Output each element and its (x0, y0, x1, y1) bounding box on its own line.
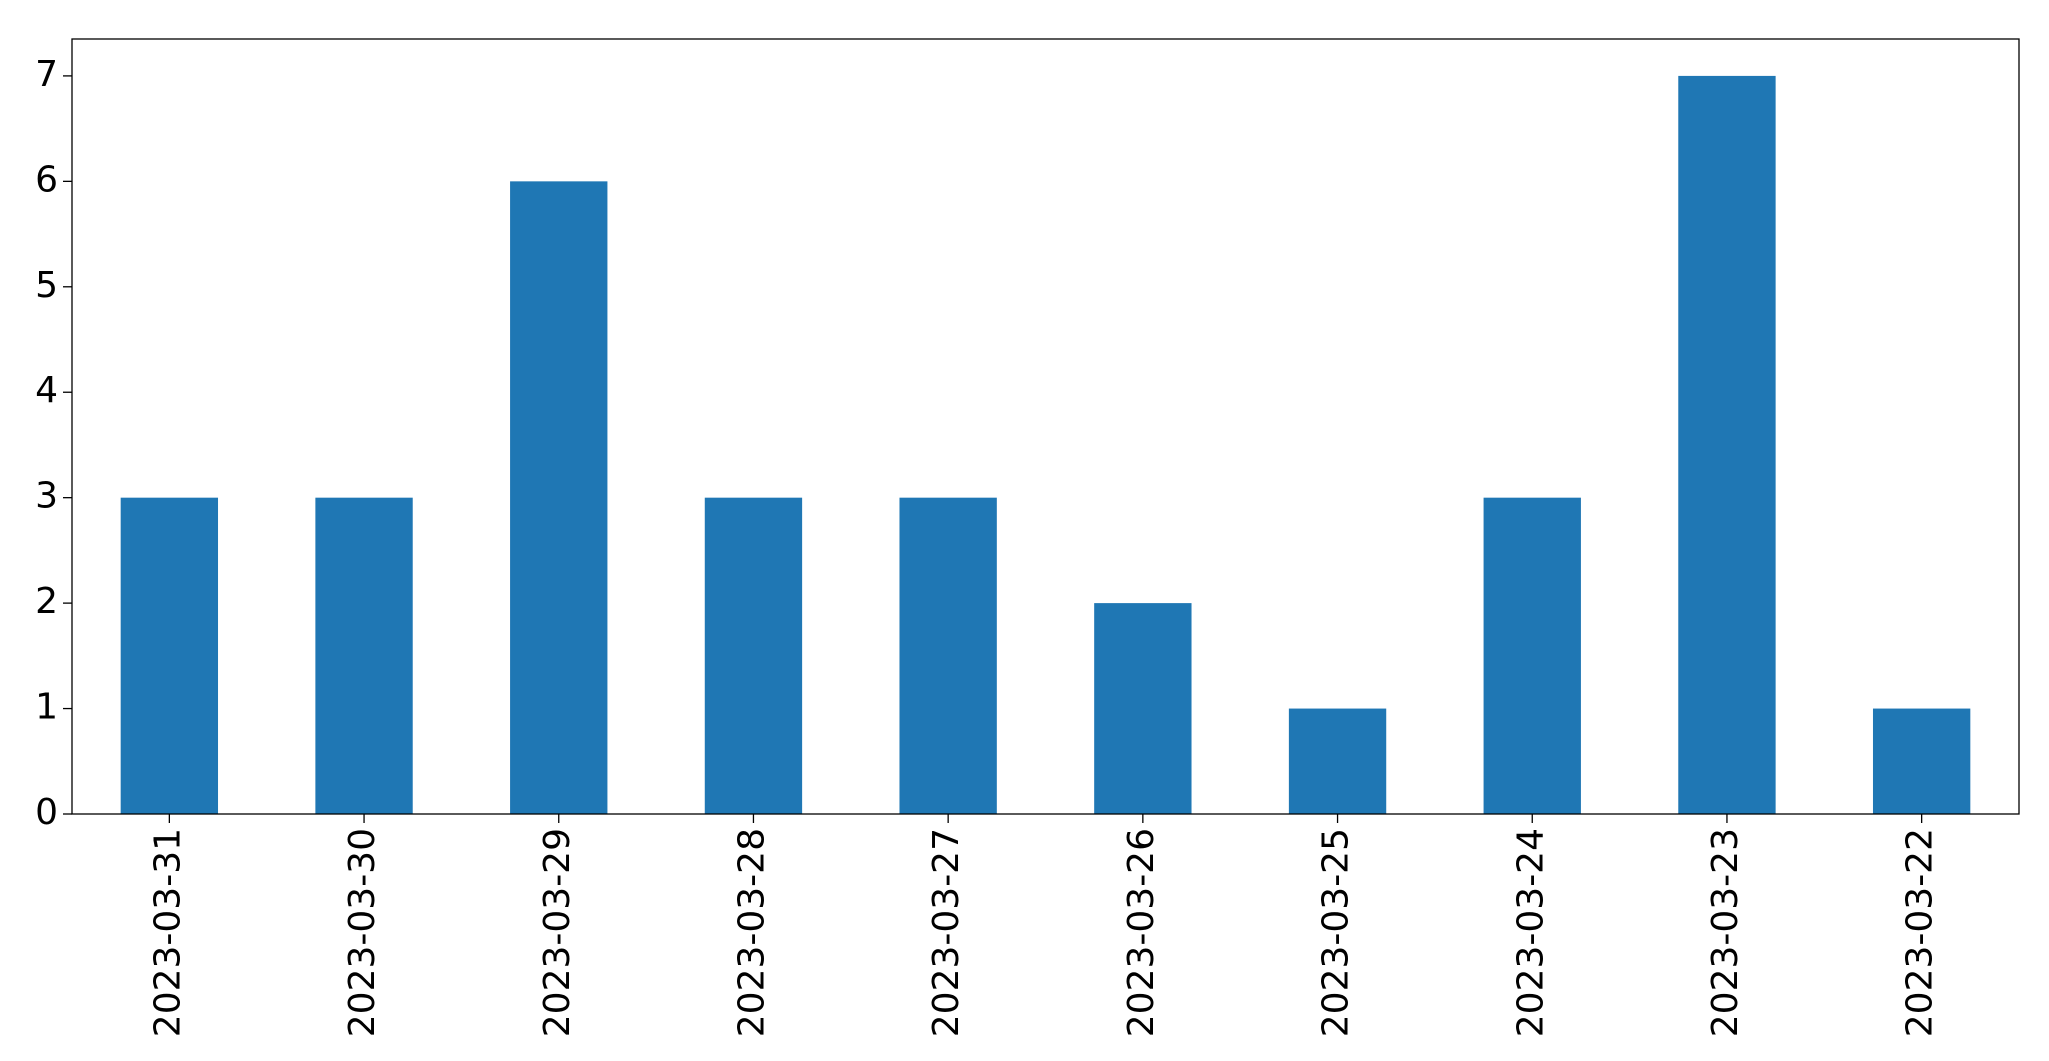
x-tick-label: 2023-03-28 (731, 828, 772, 1037)
y-tick-label: 6 (35, 159, 58, 200)
y-tick-label: 1 (35, 687, 58, 728)
y-tick-label: 3 (35, 476, 58, 517)
bar (1872, 708, 1971, 814)
x-tick-label: 2023-03-25 (1316, 828, 1357, 1037)
x-tick-label: 2023-03-27 (926, 828, 967, 1037)
x-tick-label: 2023-03-22 (1900, 828, 1941, 1037)
bar (315, 497, 413, 814)
x-tick-label: 2023-03-29 (537, 828, 578, 1037)
x-tick-label: 2023-03-24 (1510, 828, 1551, 1037)
y-tick-label: 7 (35, 54, 58, 95)
x-tick-label: 2023-03-26 (1121, 828, 1162, 1037)
x-tick-label: 2023-03-31 (147, 828, 188, 1037)
x-tick-label: 2023-03-30 (342, 828, 383, 1037)
bar (704, 497, 803, 814)
plot-frame (71, 38, 2020, 815)
bar (1678, 75, 1776, 814)
bar (899, 497, 997, 814)
bar (1094, 603, 1192, 814)
bar (1483, 497, 1581, 814)
y-tick-label: 0 (35, 792, 58, 833)
bar (510, 181, 608, 815)
bar (1288, 708, 1387, 814)
y-tick-label: 2 (35, 581, 58, 622)
y-tick-label: 4 (35, 370, 58, 411)
y-tick-label: 5 (35, 265, 58, 306)
bar (120, 497, 219, 814)
x-tick-label: 2023-03-23 (1705, 828, 1746, 1037)
